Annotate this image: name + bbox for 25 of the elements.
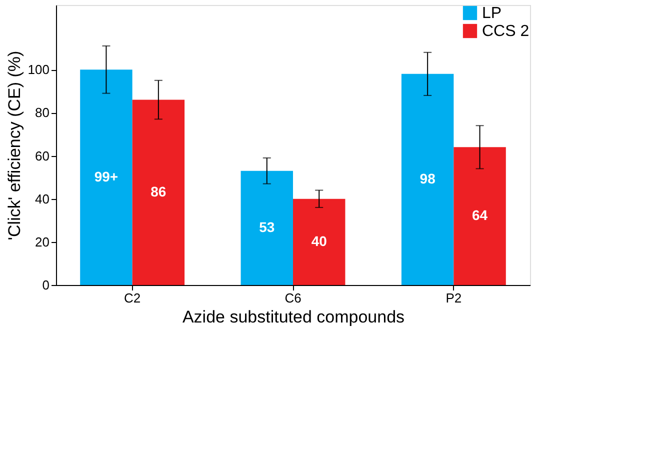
- y-axis-title: 'Click' efficiency (CE) (%): [4, 50, 24, 240]
- data-label: 86: [150, 183, 166, 200]
- y-tick-label: 100: [28, 62, 50, 78]
- y-tick-label: 40: [35, 191, 50, 206]
- y-tick-label: 0: [42, 278, 50, 292]
- bar: [240, 170, 293, 285]
- legend-label: LP: [482, 5, 502, 22]
- data-label: 98: [420, 170, 436, 186]
- x-axis-title: Azide substituted compounds: [182, 308, 405, 326]
- bar: [293, 198, 346, 285]
- bar: [454, 147, 506, 285]
- legend-label: CCS 2: [482, 23, 530, 40]
- y-tick-label: 80: [35, 105, 50, 120]
- bar: [132, 100, 185, 285]
- y-tick-label: 60: [35, 148, 50, 164]
- x-tick-label: P2: [446, 290, 462, 306]
- x-tick-label: C6: [284, 290, 302, 306]
- data-label: 64: [472, 207, 488, 224]
- bar: [80, 70, 132, 285]
- x-tick-label: C2: [124, 290, 141, 306]
- data-label: 53: [259, 218, 275, 235]
- data-label: 99+: [94, 168, 118, 184]
- bar: [401, 74, 454, 285]
- data-label: 40: [311, 232, 328, 249]
- y-tick-label: 20: [35, 234, 50, 250]
